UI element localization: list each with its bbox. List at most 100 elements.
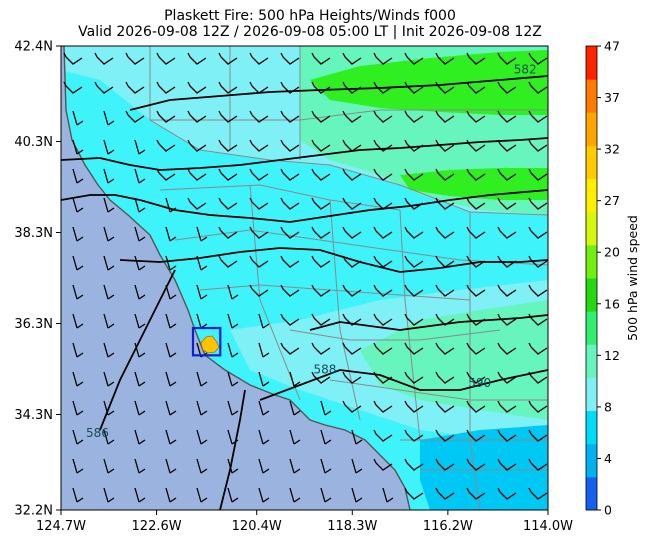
y-tick-label: 32.2N bbox=[14, 504, 53, 519]
wind-barb bbox=[342, 139, 362, 152]
wind-barb bbox=[63, 81, 83, 94]
wind-barb bbox=[311, 81, 331, 94]
wind-barb bbox=[187, 110, 207, 123]
wind-barb bbox=[72, 487, 84, 503]
contour-label: 590 bbox=[468, 376, 491, 390]
wind-barb bbox=[382, 487, 394, 503]
wind-barb bbox=[497, 284, 517, 297]
wind-barb bbox=[156, 81, 176, 94]
wind-barb bbox=[156, 110, 176, 123]
wind-barb bbox=[103, 168, 115, 184]
wind-barb bbox=[289, 458, 301, 474]
wind-barb bbox=[125, 52, 145, 65]
wind-barb bbox=[404, 110, 424, 123]
colorbar-tick-label: 4 bbox=[604, 451, 612, 466]
wind-barb bbox=[72, 255, 84, 271]
wind-barb bbox=[249, 110, 269, 123]
wind-barb bbox=[373, 81, 393, 94]
wind-barb bbox=[280, 168, 300, 181]
wind-barb bbox=[311, 197, 331, 210]
wind-barb bbox=[528, 226, 548, 239]
wind-barb bbox=[342, 197, 362, 210]
wind-barb bbox=[196, 458, 208, 474]
colorbar-segment bbox=[586, 410, 597, 445]
wind-barb bbox=[497, 110, 517, 123]
wind-barb bbox=[435, 487, 455, 500]
wind-barb bbox=[466, 371, 486, 384]
wind-barb bbox=[435, 52, 455, 65]
fire-bounding-box bbox=[191, 326, 222, 357]
wind-barb bbox=[72, 429, 84, 445]
wind-barb bbox=[497, 429, 517, 442]
wind-barb bbox=[134, 487, 146, 503]
wind-barb bbox=[373, 400, 393, 413]
wind-barb bbox=[249, 81, 269, 94]
wind-barb bbox=[280, 81, 300, 94]
colorbar-tick-label: 20 bbox=[604, 245, 620, 260]
wind-barb bbox=[134, 313, 146, 329]
wind-barb bbox=[258, 342, 270, 358]
wind-barb bbox=[497, 487, 517, 500]
wind-barb bbox=[103, 429, 115, 445]
wind-barb bbox=[497, 139, 517, 152]
wind-barb bbox=[227, 429, 239, 445]
colorbar-label: 500 hPa wind speed bbox=[625, 215, 640, 341]
wind-barb bbox=[134, 400, 146, 416]
wind-barb bbox=[258, 487, 270, 503]
wind-barb bbox=[311, 284, 331, 297]
wind-barb bbox=[373, 110, 393, 123]
wind-barb bbox=[311, 313, 331, 326]
wind-barb bbox=[156, 52, 176, 65]
wind-barb bbox=[227, 371, 239, 387]
wind-barb bbox=[373, 168, 393, 181]
contour-label: 588 bbox=[314, 363, 337, 377]
wind-barb bbox=[134, 371, 146, 387]
x-tick-label: 114.0W bbox=[523, 519, 573, 534]
wind-barb bbox=[342, 400, 362, 413]
contour-labels: 582 586 588 590 bbox=[86, 62, 537, 440]
wind-barb bbox=[404, 52, 424, 65]
wind-barb bbox=[218, 168, 238, 181]
colorbar-segment bbox=[586, 112, 597, 146]
wind-barb bbox=[72, 226, 84, 242]
wind-barb bbox=[125, 110, 145, 123]
wind-barb bbox=[497, 400, 517, 413]
wind-barb bbox=[404, 429, 424, 442]
wind-barb bbox=[311, 139, 331, 152]
wind-barb bbox=[165, 284, 177, 300]
wind-barb bbox=[528, 52, 548, 65]
wind-barb bbox=[218, 226, 238, 239]
wind-barb bbox=[404, 197, 424, 210]
wind-barb bbox=[165, 313, 177, 329]
wind-barb bbox=[72, 458, 84, 474]
wind-barb bbox=[528, 371, 548, 384]
wind-barb bbox=[72, 110, 84, 126]
county-borders bbox=[149, 46, 548, 510]
wind-barb bbox=[103, 487, 115, 503]
colorbar-tick-label: 8 bbox=[604, 399, 612, 414]
wind-barb bbox=[165, 255, 177, 271]
wind-barb bbox=[373, 313, 393, 326]
wind-barb bbox=[156, 168, 176, 181]
wind-barb bbox=[165, 487, 177, 503]
wind-barb bbox=[373, 52, 393, 65]
wind-barb bbox=[289, 429, 301, 445]
wind-barb bbox=[72, 371, 84, 387]
colorbar-segment bbox=[586, 79, 597, 113]
wind-barb bbox=[165, 458, 177, 474]
wind-barb bbox=[103, 284, 115, 300]
wind-barb bbox=[435, 255, 455, 268]
wind-barb bbox=[187, 197, 207, 210]
map-plot-area bbox=[61, 46, 548, 510]
wind-barb bbox=[311, 342, 331, 355]
colorbar-tick-label: 47 bbox=[604, 39, 620, 54]
wind-barb bbox=[280, 197, 300, 210]
wind-barb bbox=[404, 458, 424, 471]
y-tick-label: 40.3N bbox=[14, 135, 53, 150]
wind-barb bbox=[258, 313, 270, 329]
wind-barb bbox=[249, 197, 269, 210]
wind-barb bbox=[497, 81, 517, 94]
colorbar-segment bbox=[586, 211, 597, 246]
height-contours bbox=[61, 75, 548, 510]
wind-barb bbox=[258, 371, 270, 387]
